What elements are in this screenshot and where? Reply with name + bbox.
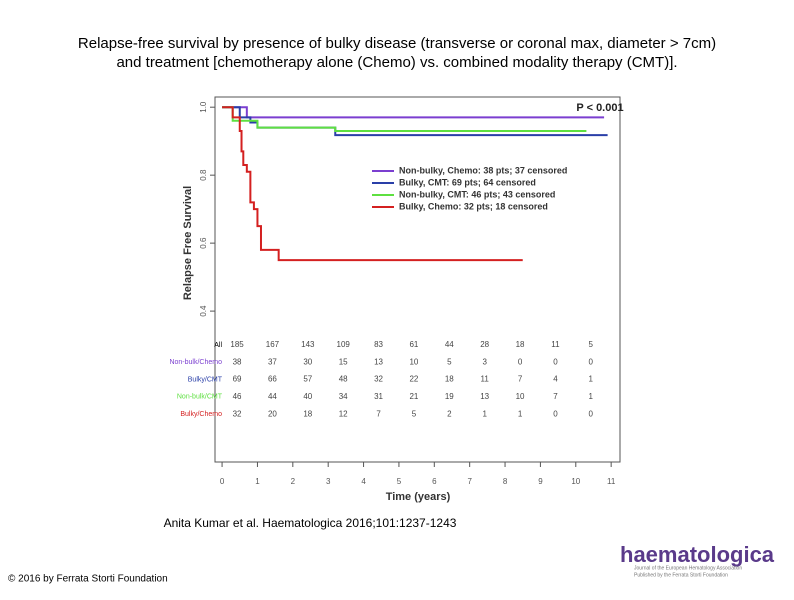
risk-count: 31 bbox=[374, 392, 383, 401]
risk-count: 32 bbox=[374, 375, 383, 384]
risk-count: 109 bbox=[337, 340, 351, 349]
risk-count: 0 bbox=[553, 357, 558, 366]
x-tick-label: 9 bbox=[538, 477, 543, 486]
risk-count: 57 bbox=[303, 375, 312, 384]
x-tick-label: 7 bbox=[467, 477, 472, 486]
risk-count: 83 bbox=[374, 340, 383, 349]
survival-curve bbox=[222, 106, 523, 262]
y-tick-label: 1.0 bbox=[199, 101, 208, 113]
risk-count: 46 bbox=[233, 392, 242, 401]
risk-count: 7 bbox=[553, 392, 558, 401]
citation: Anita Kumar et al. Haematologica 2016;10… bbox=[164, 516, 457, 530]
risk-count: 4 bbox=[553, 375, 558, 384]
survival-curve bbox=[222, 106, 587, 132]
y-axis-label: Relapse Free Survival bbox=[182, 186, 194, 300]
risk-count: 1 bbox=[589, 375, 594, 384]
risk-count: 0 bbox=[518, 357, 523, 366]
logo-tagline: Published by the Ferrata Storti Foundati… bbox=[634, 572, 728, 578]
risk-count: 48 bbox=[339, 375, 348, 384]
x-tick-label: 4 bbox=[361, 477, 366, 486]
logo: haematologica bbox=[620, 542, 775, 567]
risk-count: 15 bbox=[339, 357, 348, 366]
risk-count: 11 bbox=[551, 340, 560, 349]
risk-count: 11 bbox=[481, 375, 490, 384]
risk-count: 61 bbox=[409, 340, 418, 349]
risk-count: 12 bbox=[339, 409, 348, 418]
x-tick-label: 3 bbox=[326, 477, 331, 486]
risk-count: 19 bbox=[445, 392, 454, 401]
risk-count: 1 bbox=[482, 409, 487, 418]
survival-curve bbox=[222, 106, 605, 119]
risk-count: 18 bbox=[445, 375, 454, 384]
logo-tagline: Journal of the European Hematology Assoc… bbox=[634, 565, 742, 571]
risk-count: 0 bbox=[553, 409, 558, 418]
title-line: Relapse-free survival by presence of bul… bbox=[78, 35, 716, 52]
risk-count: 38 bbox=[233, 357, 242, 366]
risk-count: 13 bbox=[480, 392, 489, 401]
risk-count: 185 bbox=[230, 340, 244, 349]
risk-count: 20 bbox=[268, 409, 277, 418]
risk-count: 21 bbox=[409, 392, 418, 401]
risk-count: 44 bbox=[268, 392, 277, 401]
risk-count: 40 bbox=[303, 392, 312, 401]
risk-count: 44 bbox=[445, 340, 454, 349]
x-tick-label: 0 bbox=[220, 477, 225, 486]
risk-count: 13 bbox=[374, 357, 383, 366]
risk-count: 0 bbox=[589, 409, 594, 418]
risk-count: 0 bbox=[589, 357, 594, 366]
risk-count: 1 bbox=[589, 392, 594, 401]
risk-count: 18 bbox=[303, 409, 312, 418]
risk-row-label: Bulky/Chemo bbox=[180, 411, 222, 418]
risk-count: 7 bbox=[376, 409, 381, 418]
risk-count: 28 bbox=[480, 340, 489, 349]
risk-count: 3 bbox=[482, 357, 487, 366]
risk-count: 1 bbox=[518, 409, 523, 418]
risk-row-label: All bbox=[214, 342, 222, 349]
legend-label: Bulky, Chemo: 32 pts; 18 censored bbox=[399, 201, 548, 211]
risk-count: 69 bbox=[233, 375, 242, 384]
x-tick-label: 2 bbox=[291, 477, 296, 486]
y-tick-label: 0.6 bbox=[199, 237, 208, 249]
risk-count: 10 bbox=[516, 392, 525, 401]
x-axis-label: Time (years) bbox=[386, 491, 451, 503]
copyright: © 2016 by Ferrata Storti Foundation bbox=[8, 574, 168, 585]
y-tick-label: 0.4 bbox=[199, 305, 208, 317]
title-line: and treatment [chemotherapy alone (Chemo… bbox=[116, 54, 677, 71]
risk-count: 5 bbox=[589, 340, 594, 349]
legend-label: Non-bulky, CMT: 46 pts; 43 censored bbox=[399, 189, 555, 199]
x-tick-label: 1 bbox=[255, 477, 260, 486]
risk-count: 7 bbox=[518, 375, 523, 384]
x-tick-label: 10 bbox=[571, 477, 580, 486]
risk-count: 5 bbox=[412, 409, 417, 418]
x-tick-label: 6 bbox=[432, 477, 437, 486]
risk-count: 10 bbox=[409, 357, 418, 366]
risk-count: 32 bbox=[233, 409, 242, 418]
p-value: P < 0.001 bbox=[576, 102, 623, 114]
legend-label: Non-bulky, Chemo: 38 pts; 37 censored bbox=[399, 165, 567, 175]
risk-count: 30 bbox=[303, 357, 312, 366]
plot-frame bbox=[214, 96, 621, 463]
x-tick-label: 5 bbox=[397, 477, 402, 486]
risk-count: 18 bbox=[516, 340, 525, 349]
risk-count: 37 bbox=[268, 357, 277, 366]
legend-label: Bulky, CMT: 69 pts; 64 censored bbox=[399, 177, 536, 187]
y-tick-label: 0.8 bbox=[199, 169, 208, 181]
risk-count: 34 bbox=[339, 392, 348, 401]
risk-count: 5 bbox=[447, 357, 452, 366]
risk-row-label: Non-bulk/Chemo bbox=[169, 359, 222, 366]
risk-row-label: Non-bulk/CMT bbox=[177, 394, 223, 401]
risk-count: 143 bbox=[301, 340, 315, 349]
risk-row-label: Bulky/CMT bbox=[188, 376, 223, 383]
x-tick-label: 8 bbox=[503, 477, 508, 486]
x-tick-label: 11 bbox=[607, 477, 616, 486]
risk-count: 22 bbox=[409, 375, 418, 384]
risk-count: 167 bbox=[266, 340, 280, 349]
risk-count: 66 bbox=[268, 375, 277, 384]
risk-count: 2 bbox=[447, 409, 452, 418]
